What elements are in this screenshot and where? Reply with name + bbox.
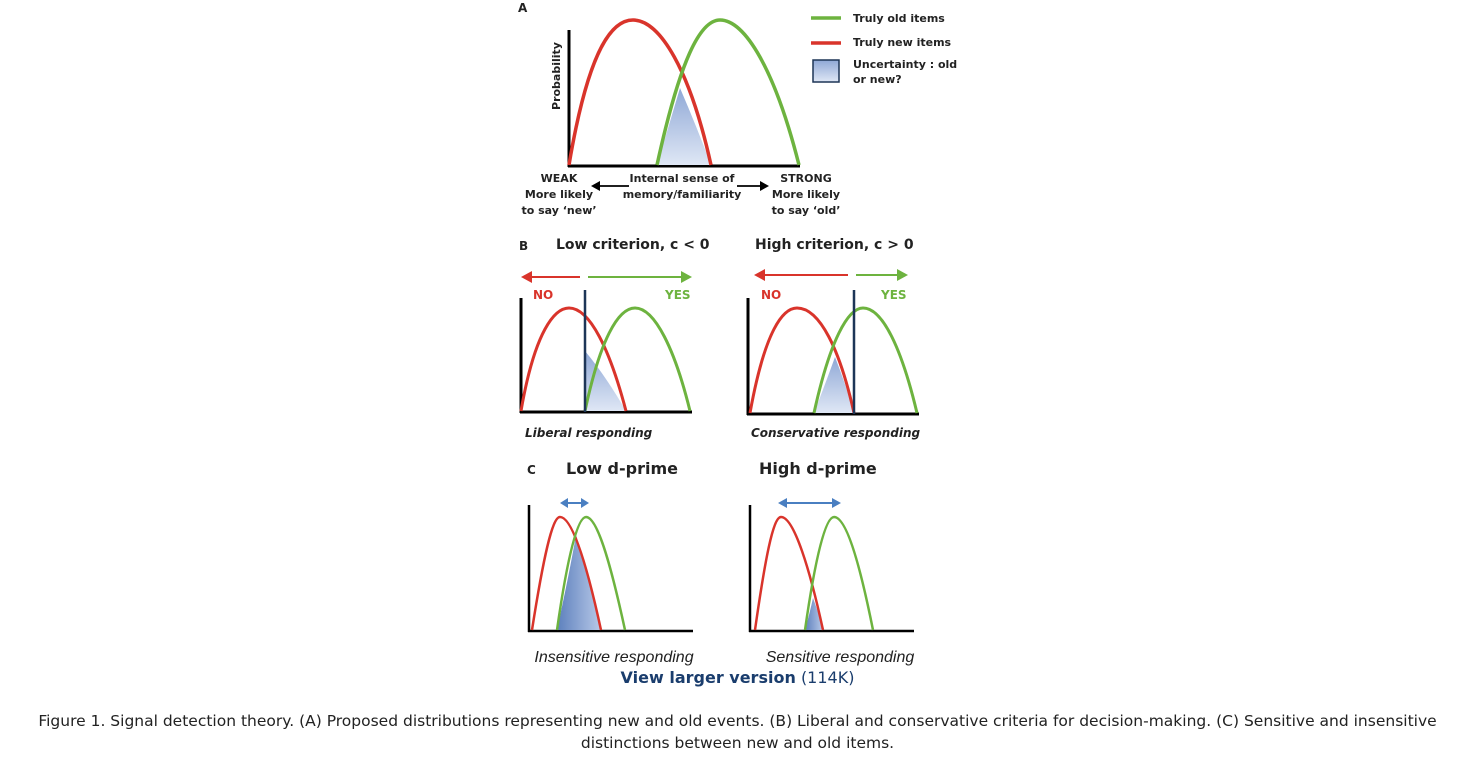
panel-b-left: Low criterion, c < 0 NO YES Liberal resp… <box>519 237 710 440</box>
yes-arrow-head-left <box>681 271 692 283</box>
insensitive-responding-label: Insensitive responding <box>534 649 693 666</box>
panel-b-right: High criterion, c > 0 NO YES Conservativ… <box>746 237 921 440</box>
strong-label-1: STRONG <box>780 172 831 185</box>
b-right-fill <box>814 357 854 413</box>
panel-a-letter: A <box>518 1 528 15</box>
legend-uncertainty-line2: or new? <box>853 73 902 86</box>
strong-label-3: to say ‘old’ <box>772 204 841 217</box>
high-dprime-title: High d-prime <box>759 459 877 478</box>
file-size-label: (114K) <box>800 668 855 687</box>
low-dprime-arrow-right <box>581 498 589 508</box>
panel-b-letter: B <box>519 239 528 253</box>
panel-c-letter: C <box>527 463 536 477</box>
panel-a-legend: Truly old items Truly new items Uncertai… <box>811 12 957 86</box>
figure-caption: Figure 1. Signal detection theory. (A) P… <box>38 712 1437 752</box>
signal-detection-figure: A Probability Truly old items Truly new … <box>518 1 957 666</box>
c-left-fill <box>557 535 601 630</box>
weak-label-1: WEAK <box>541 172 578 185</box>
center-label-2: memory/familiarity <box>623 188 742 201</box>
strong-label-2: More likely <box>772 188 840 201</box>
weak-label-3: to say ‘new’ <box>521 204 596 217</box>
legend-new-label: Truly new items <box>853 36 952 49</box>
y-axis-label: Probability <box>550 42 563 110</box>
yes-arrow-head-right <box>897 269 908 281</box>
panel-c: C Low d-prime Insensitive responding Hig… <box>527 459 914 666</box>
high-criterion-title: High criterion, c > 0 <box>755 237 914 253</box>
conservative-responding-label: Conservative responding <box>751 426 921 440</box>
b-left-new-curve <box>519 306 628 412</box>
low-criterion-title: Low criterion, c < 0 <box>556 237 710 253</box>
legend-old-label: Truly old items <box>853 12 945 25</box>
b-right-new-curve <box>748 306 856 414</box>
legend-uncertainty-line1: Uncertainty : old <box>853 58 957 71</box>
c-right-fill <box>805 598 823 630</box>
c-left-new-curve <box>530 515 603 631</box>
c-right-old-curve <box>803 515 875 631</box>
view-larger-link[interactable]: View larger version <box>620 668 796 687</box>
b-left-old-curve <box>583 306 692 412</box>
panel-a: A Probability Truly old items Truly new … <box>518 1 957 217</box>
strong-arrow-head <box>760 181 769 191</box>
panel-c-left: Low d-prime Insensitive responding <box>527 459 694 666</box>
legend-uncertainty-swatch <box>812 59 840 83</box>
no-label-right: NO <box>761 288 781 302</box>
old-items-curve <box>655 18 801 166</box>
low-dprime-arrow-left <box>560 498 568 508</box>
weak-arrow-head <box>591 181 600 191</box>
sensitive-responding-label: Sensitive responding <box>766 649 915 666</box>
yes-label-right: YES <box>880 288 907 302</box>
weak-label-2: More likely <box>525 188 593 201</box>
center-label-1: Internal sense of <box>630 172 735 185</box>
low-dprime-title: Low d-prime <box>566 459 678 478</box>
new-items-curve <box>567 18 713 166</box>
panel-c-right: High d-prime Sensitive responding <box>748 459 915 666</box>
high-dprime-arrow-left <box>778 498 787 508</box>
view-larger-row: View larger version (114K) <box>0 668 1475 687</box>
no-label-left: NO <box>533 288 553 302</box>
no-arrow-head-right <box>754 269 765 281</box>
c-right-new-curve <box>753 515 825 631</box>
liberal-responding-label: Liberal responding <box>525 426 653 440</box>
high-dprime-arrow-right <box>832 498 841 508</box>
no-arrow-head-left <box>521 271 532 283</box>
yes-label-left: YES <box>664 288 691 302</box>
panel-b: B Low criterion, c < 0 NO YES Liberal re… <box>519 237 921 440</box>
uncertainty-fill <box>657 88 711 165</box>
c-left-old-curve <box>555 515 627 631</box>
b-right-old-curve <box>812 306 919 414</box>
